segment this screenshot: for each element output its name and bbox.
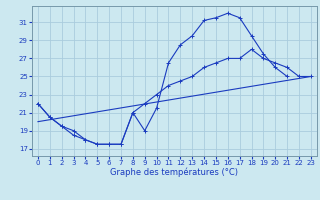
X-axis label: Graphe des températures (°C): Graphe des températures (°C): [110, 168, 238, 177]
